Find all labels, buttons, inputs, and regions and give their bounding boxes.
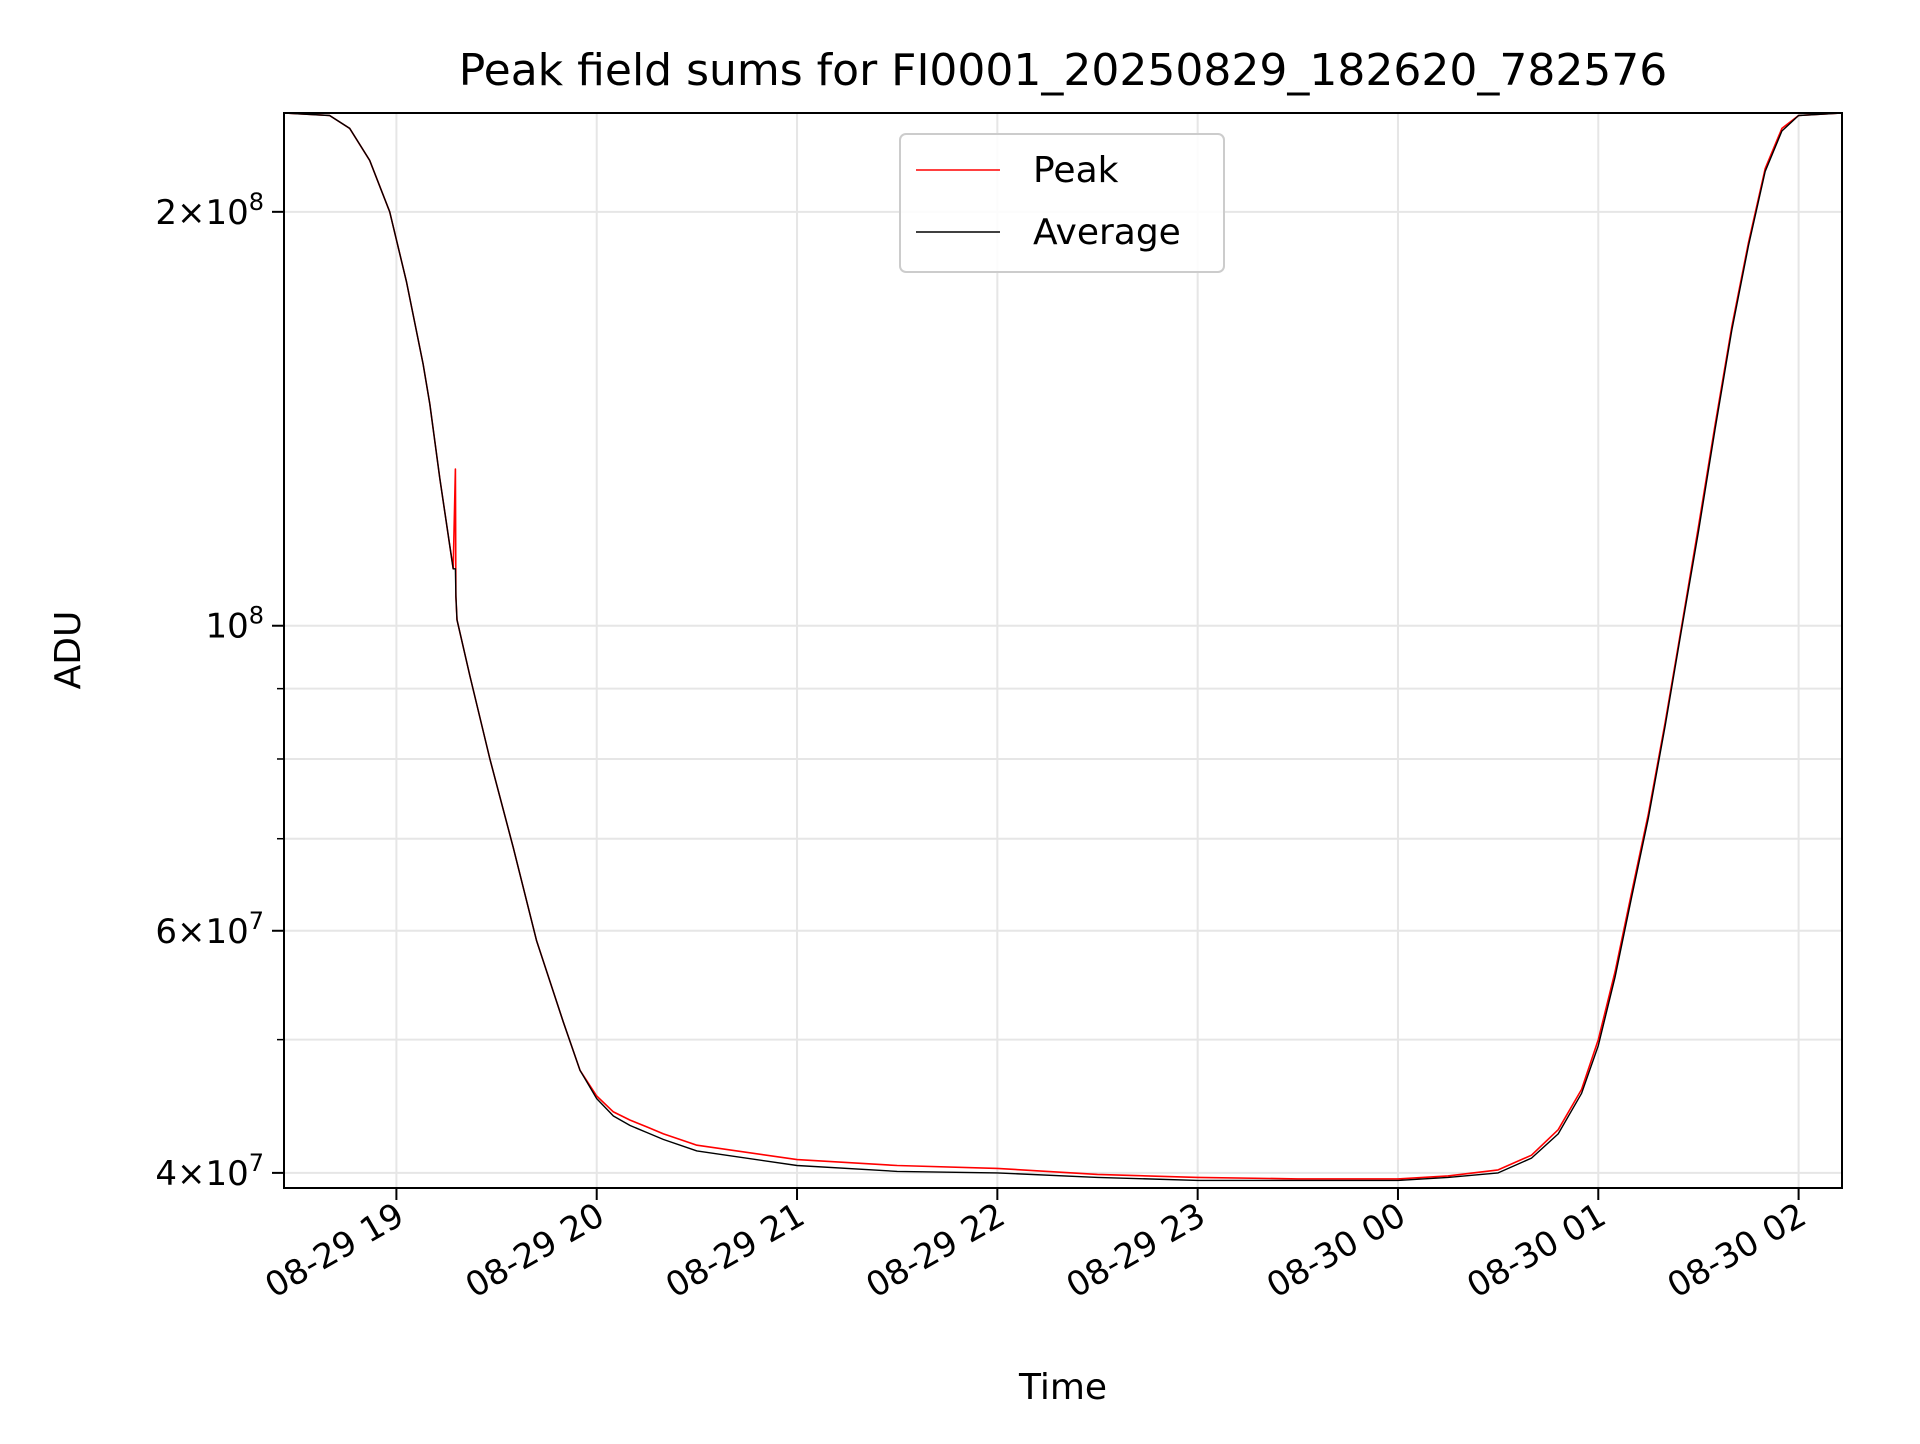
series-line-average [284,113,1842,1182]
y-tick-label: 108 [205,602,264,647]
y-tick-label: 6×107 [155,907,264,952]
x-tick-label: 08-29 21 [659,1195,811,1306]
legend-label-average: Average [1033,212,1181,253]
y-axis-label: ADU [48,611,89,690]
x-tick-label: 08-29 19 [259,1195,411,1306]
x-tick-label: 08-29 23 [1060,1195,1212,1306]
y-tick-label: 2×108 [155,188,264,233]
series-layer [284,113,1842,1182]
plot-frame [283,112,1843,1189]
chart-title: Peak field sums for FI0001_20250829_1826… [459,45,1668,96]
x-tick-label: 08-29 20 [459,1195,611,1306]
y-tick-label: 4×107 [155,1149,264,1194]
grid-layer [284,113,1842,1188]
axis-layer: 08-29 19 08-29 20 08-29 21 08-29 22 08-29 23… [155,188,1813,1306]
x-tick-label: 08-30 02 [1661,1195,1813,1306]
x-axis-label: Time [1018,1367,1107,1408]
x-tick-label: 08-29 22 [859,1195,1011,1306]
x-tick-label: 08-30 00 [1260,1195,1412,1306]
legend: Peak Average [899,133,1225,273]
legend-box [899,133,1225,273]
legend-label-peak: Peak [1033,150,1119,191]
x-tick-label: 08-30 01 [1460,1195,1612,1306]
